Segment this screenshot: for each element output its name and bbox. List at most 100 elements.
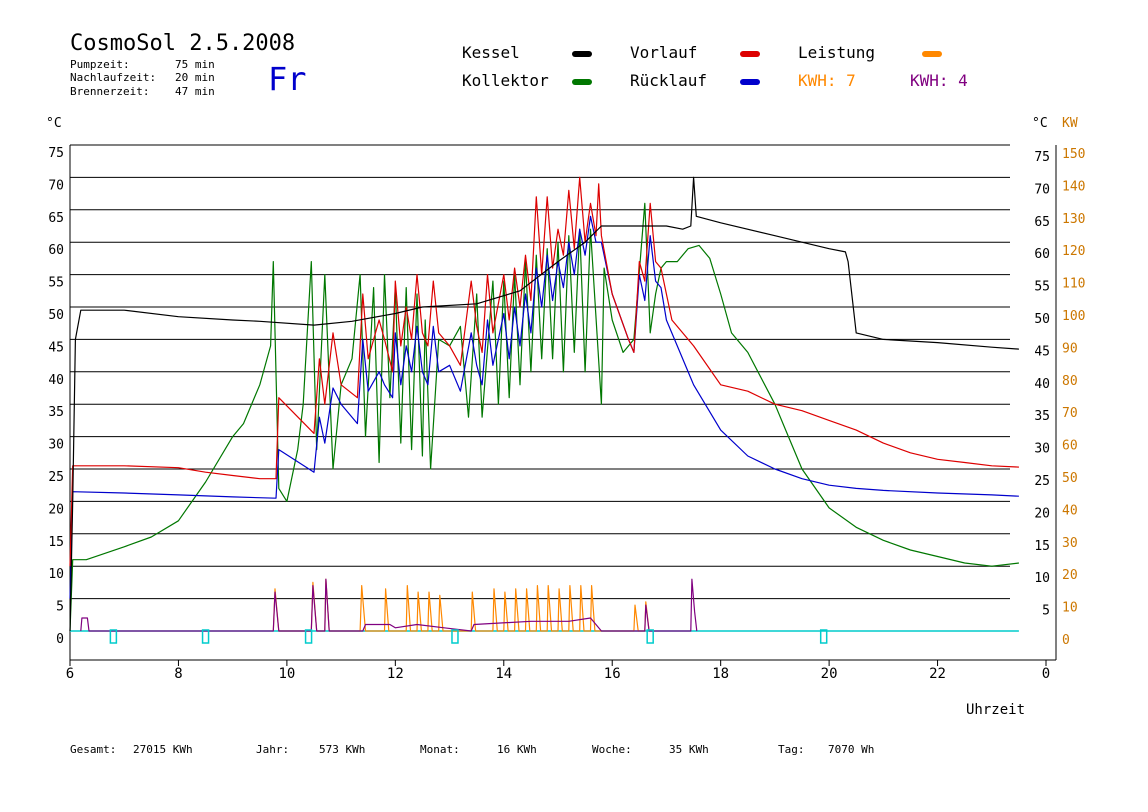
series-line-ruecklauf bbox=[69, 215, 1019, 599]
y-tick-label: 60 bbox=[48, 243, 64, 258]
y-tick-label: 70 bbox=[48, 178, 64, 193]
legend-kwh-2: KWH: 4 bbox=[910, 71, 968, 90]
y-tick-label: 65 bbox=[48, 211, 64, 226]
power-tick-label: 30 bbox=[1062, 536, 1078, 551]
legend-swatch-ruecklauf bbox=[740, 79, 760, 85]
x-tick-label: 14 bbox=[495, 666, 512, 682]
power-tick-label: 100 bbox=[1062, 309, 1085, 324]
pump-markers bbox=[109, 629, 828, 644]
info-value-nachlaufzeit: 20 min bbox=[175, 71, 215, 84]
y-ticks-right: 5 10 15 20 25 30 35 40 45 50 55 60 65 70 75 bbox=[1034, 150, 1050, 619]
power-tick-label: 120 bbox=[1062, 244, 1085, 259]
y-tick-label-right: 55 bbox=[1034, 280, 1050, 295]
series-line-leistung bbox=[272, 578, 650, 632]
series-line-vorlauf bbox=[69, 176, 1019, 567]
legend-kwh-1: KWH: 7 bbox=[798, 71, 856, 90]
power-tick-label: 90 bbox=[1062, 341, 1078, 356]
info-label-nachlaufzeit: Nachlaufzeit: bbox=[70, 71, 156, 84]
x-tick-label: 20 bbox=[821, 666, 838, 682]
power-tick-label: 150 bbox=[1062, 147, 1085, 162]
power-tick-label: 60 bbox=[1062, 439, 1078, 454]
y-tick-label-right: 25 bbox=[1034, 474, 1050, 489]
footer-value-woche: 35 KWh bbox=[669, 743, 709, 756]
pump-marker bbox=[304, 629, 313, 644]
legend-swatch-leistung bbox=[922, 51, 942, 57]
y-tick-label: 5 bbox=[56, 600, 64, 615]
x-tick-label: 18 bbox=[712, 666, 729, 682]
footer-label-tag: Tag: bbox=[778, 743, 805, 756]
pump-marker bbox=[109, 629, 118, 644]
y-tick-label-right: 70 bbox=[1034, 182, 1050, 197]
power-tick-label: 110 bbox=[1062, 277, 1085, 292]
y-tick-label-right: 35 bbox=[1034, 409, 1050, 424]
power-tick-label: 0 bbox=[1062, 633, 1070, 648]
y-axis-label-right: °C bbox=[1032, 116, 1048, 131]
power-tick-label: 80 bbox=[1062, 374, 1078, 389]
series-line-kollektor bbox=[69, 202, 1019, 632]
legend-label-vorlauf: Vorlauf bbox=[630, 43, 697, 62]
y-tick-label: 45 bbox=[48, 340, 64, 355]
y-tick-label: 75 bbox=[48, 146, 64, 161]
x-tick-label: 22 bbox=[929, 666, 946, 682]
y-tick-label: 15 bbox=[48, 535, 64, 550]
chart-title: CosmoSol 2.5.2008 bbox=[70, 31, 295, 56]
y-tick-label: 50 bbox=[48, 308, 64, 323]
y-axis-label-power: KW bbox=[1062, 116, 1078, 131]
power-tick-label: 140 bbox=[1062, 179, 1085, 194]
footer-label-gesamt: Gesamt: bbox=[70, 743, 116, 756]
y-tick-label-right: 20 bbox=[1034, 506, 1050, 521]
series-line-kwh2 bbox=[80, 578, 698, 632]
power-tick-label: 130 bbox=[1062, 212, 1085, 227]
y-tick-label-right: 5 bbox=[1042, 604, 1050, 619]
power-tick-label: 20 bbox=[1062, 568, 1078, 583]
y-tick-label: 25 bbox=[48, 470, 64, 485]
footer-value-jahr: 573 KWh bbox=[319, 743, 365, 756]
info-label-brennerzeit: Brennerzeit: bbox=[70, 85, 149, 98]
y-tick-label: 20 bbox=[48, 502, 64, 517]
y-tick-label-right: 60 bbox=[1034, 247, 1050, 262]
y-tick-label-right: 15 bbox=[1034, 539, 1050, 554]
info-value-brennerzeit: 47 min bbox=[175, 85, 215, 98]
power-tick-label: 70 bbox=[1062, 406, 1078, 421]
y-ticks-power: 0 10 20 30 40 50 60 70 80 90 100 110 120 130 140 150 bbox=[1062, 147, 1085, 648]
y-tick-label-right: 45 bbox=[1034, 344, 1050, 359]
footer-value-tag: 7070 Wh bbox=[828, 743, 874, 756]
power-tick-label: 10 bbox=[1062, 601, 1078, 616]
pump-marker bbox=[201, 629, 210, 644]
pump-marker bbox=[451, 629, 459, 644]
footer-label-woche: Woche: bbox=[592, 743, 632, 756]
y-tick-label-right: 10 bbox=[1034, 571, 1050, 586]
legend-label-kollektor: Kollektor bbox=[462, 71, 549, 90]
x-tick-label: 12 bbox=[387, 666, 404, 682]
footer: Gesamt: 27015 KWh Jahr: 573 KWh Monat: 1… bbox=[70, 743, 874, 756]
y-axis-label-left: °C bbox=[46, 116, 62, 131]
x-axis-label: Uhrzeit bbox=[966, 702, 1025, 718]
power-tick-label: 50 bbox=[1062, 471, 1078, 486]
y-tick-label: 10 bbox=[48, 567, 64, 582]
legend-label-kessel: Kessel bbox=[462, 43, 520, 62]
y-tick-label-right: 30 bbox=[1034, 442, 1050, 457]
x-tick-label: 0 bbox=[1042, 666, 1050, 682]
power-tick-label: 40 bbox=[1062, 503, 1078, 518]
legend-label-ruecklauf: Rücklauf bbox=[630, 71, 707, 90]
y-tick-label: 40 bbox=[48, 373, 64, 388]
y-tick-label-right: 75 bbox=[1034, 150, 1050, 165]
legend-swatch-vorlauf bbox=[740, 51, 760, 57]
footer-value-monat: 16 KWh bbox=[497, 743, 537, 756]
series bbox=[69, 176, 1019, 632]
grid bbox=[70, 144, 1010, 600]
y-tick-label: 30 bbox=[48, 438, 64, 453]
y-tick-label-right: 50 bbox=[1034, 312, 1050, 327]
x-tick-label: 8 bbox=[174, 666, 182, 682]
footer-label-jahr: Jahr: bbox=[256, 743, 289, 756]
info-label-pumpzeit: Pumpzeit: bbox=[70, 58, 130, 71]
x-tick-label: 16 bbox=[604, 666, 621, 682]
y-tick-label-right: 65 bbox=[1034, 215, 1050, 230]
y-tick-label: 0 bbox=[56, 632, 64, 647]
y-tick-label: 35 bbox=[48, 405, 64, 420]
legend: Kessel Vorlauf Leistung Kollektor Rückla… bbox=[462, 43, 968, 90]
pump-marker bbox=[819, 629, 828, 644]
y-ticks-left: 0 5 10 15 20 25 30 35 40 45 50 55 60 65 70 75 bbox=[48, 146, 64, 647]
day-label: Fr bbox=[268, 60, 307, 98]
